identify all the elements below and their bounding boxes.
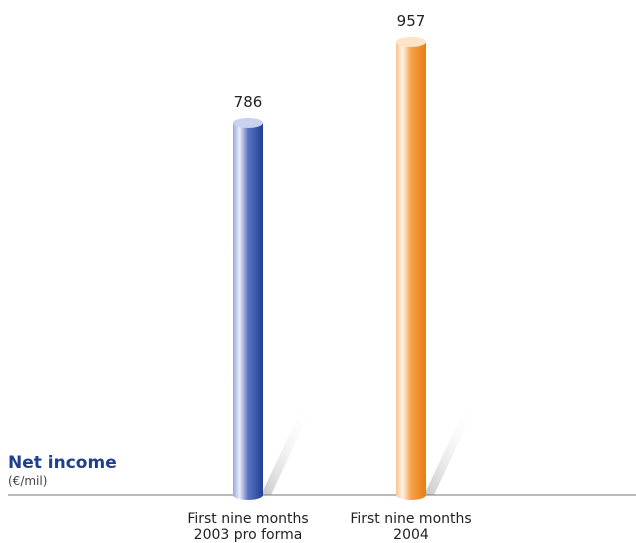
bar-shadow: [424, 410, 474, 495]
bar-top-cap: [396, 37, 426, 47]
data-label: 786: [234, 93, 263, 111]
bar-base-cap: [396, 490, 426, 500]
unit-label: (€/mil): [8, 474, 47, 488]
bar-base-cap: [233, 490, 263, 500]
category-label: First nine months 2004: [350, 511, 471, 543]
data-label: 957: [397, 12, 426, 30]
bar-top-cap: [233, 117, 263, 128]
bar-shadow: [261, 410, 311, 495]
bar: [233, 122, 263, 495]
bar: [396, 42, 426, 495]
chart-title: Net income: [8, 453, 117, 473]
category-label: First nine months 2003 pro forma: [187, 511, 308, 543]
